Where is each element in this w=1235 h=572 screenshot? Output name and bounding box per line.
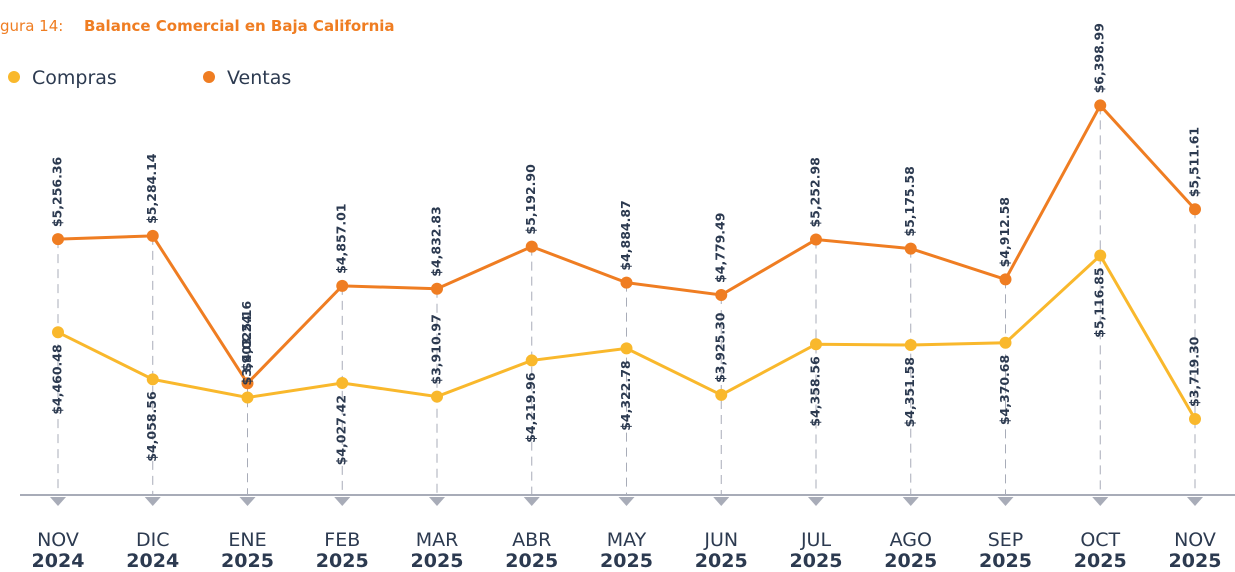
data-label: $5,511.61 — [1187, 127, 1202, 197]
axis-marker — [50, 497, 66, 506]
data-label: $5,284.14 — [144, 153, 159, 224]
data-point — [1189, 203, 1201, 216]
axis-marker — [1187, 497, 1203, 506]
x-tick-label: OCT — [1080, 529, 1120, 551]
x-tick-label: 2025 — [979, 550, 1032, 572]
x-tick-label: SEP — [988, 529, 1024, 551]
axis-marker — [144, 497, 161, 506]
x-tick-label: NOV — [37, 529, 79, 551]
axis-marker — [997, 497, 1014, 506]
data-label: $4,322.78 — [618, 360, 633, 430]
x-tick-label: 2025 — [221, 550, 274, 572]
x-tick-label: 2024 — [126, 550, 179, 572]
data-label: $6,398.99 — [1092, 23, 1107, 93]
axis-marker — [808, 497, 824, 506]
data-point — [52, 233, 64, 246]
data-label: $4,460.48 — [50, 344, 65, 414]
data-point — [620, 342, 633, 355]
axis-marker — [429, 497, 445, 506]
x-tick-label: FEB — [324, 529, 360, 551]
data-label: $3,925.30 — [713, 312, 728, 383]
x-tick-label: ENE — [228, 529, 266, 551]
data-label: $4,857.01 — [334, 203, 349, 273]
data-label: $4,027.42 — [334, 395, 349, 465]
x-tick-label: 2025 — [695, 550, 748, 572]
data-label: $4,058.56 — [144, 391, 159, 462]
chart-title: Balance Comercial en Baja California — [84, 17, 395, 35]
axis-marker — [902, 497, 919, 506]
x-tick-label: MAY — [607, 529, 647, 551]
data-label: $4,025.16 — [239, 301, 254, 372]
data-point — [241, 377, 254, 390]
data-label: $5,252.98 — [808, 157, 823, 227]
x-tick-label: NOV — [1174, 529, 1216, 551]
data-point — [525, 240, 538, 253]
data-point — [1094, 99, 1107, 112]
data-label: $5,192.90 — [523, 164, 538, 235]
x-tick-label: AGO — [890, 529, 932, 551]
x-tick-label: 2025 — [505, 550, 558, 572]
data-point — [904, 339, 917, 352]
data-point — [525, 354, 538, 367]
axis-marker — [618, 497, 635, 506]
data-point — [336, 376, 349, 389]
x-tick-label: MAR — [416, 529, 459, 551]
x-tick-label: 2025 — [790, 550, 843, 572]
data-label: $4,370.68 — [997, 355, 1012, 425]
data-point — [810, 233, 822, 246]
x-tick-label: 2025 — [1074, 550, 1127, 572]
axis-marker — [239, 497, 256, 506]
data-point — [1189, 413, 1201, 426]
data-point — [241, 391, 254, 404]
data-point — [431, 390, 443, 403]
data-point — [146, 229, 159, 242]
data-point — [904, 242, 917, 255]
data-point — [999, 273, 1012, 286]
x-tick-label: 2025 — [1169, 550, 1222, 572]
data-label: $4,351.58 — [902, 357, 917, 427]
data-point — [431, 282, 443, 295]
x-tick-label: 2025 — [411, 550, 464, 572]
axis-marker — [1092, 497, 1109, 506]
x-tick-label: 2024 — [32, 550, 85, 572]
legend-marker — [8, 71, 20, 83]
x-tick-label: 2025 — [600, 550, 653, 572]
data-label: $5,175.58 — [902, 166, 917, 236]
x-tick-label: JUL — [800, 529, 832, 551]
data-point — [1094, 249, 1107, 262]
data-point — [52, 326, 64, 339]
x-tick-label: 2025 — [316, 550, 369, 572]
data-point — [715, 288, 728, 301]
data-label: $4,912.58 — [997, 197, 1012, 267]
data-label: $5,256.36 — [50, 156, 65, 227]
x-tick-label: JUN — [703, 529, 738, 551]
x-tick-label: 2025 — [884, 550, 937, 572]
legend-label: Ventas — [227, 67, 291, 89]
x-tick-label: ABR — [512, 529, 551, 551]
axis-marker — [334, 497, 351, 506]
x-tick-label: DIC — [136, 529, 170, 551]
legend-label: Compras — [32, 67, 117, 89]
data-point — [810, 338, 822, 351]
title-prefix: gura 14: — [0, 17, 63, 35]
data-point — [336, 279, 349, 292]
data-point — [999, 336, 1012, 349]
data-label: $4,779.49 — [713, 213, 728, 283]
data-label: $5,116.85 — [1092, 267, 1107, 337]
data-point — [146, 373, 159, 386]
data-label: $3,903.24 — [239, 315, 254, 386]
data-label: $4,832.83 — [429, 206, 444, 276]
data-label: $4,219.96 — [523, 372, 538, 443]
data-label: $4,884.87 — [618, 200, 633, 270]
data-label: $3,910.97 — [429, 314, 444, 384]
data-label: $3,719.30 — [1187, 336, 1202, 407]
axis-marker — [523, 497, 540, 506]
data-point — [620, 276, 633, 289]
data-label: $4,358.56 — [808, 356, 823, 427]
data-point — [715, 388, 728, 401]
axis-marker — [713, 497, 730, 506]
legend-marker — [203, 71, 215, 83]
